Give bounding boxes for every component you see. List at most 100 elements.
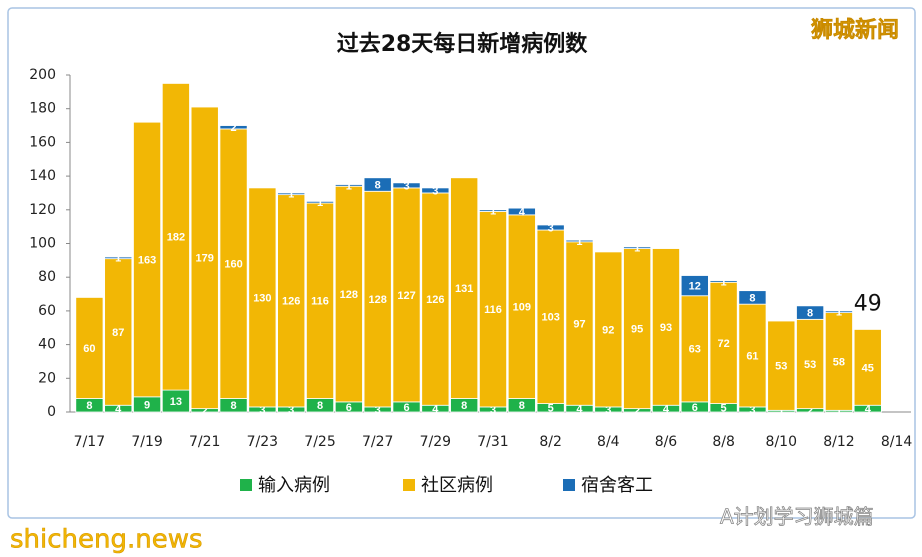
- value-label: 8: [519, 400, 525, 412]
- value-label: 92: [602, 324, 614, 336]
- bar-segment: [104, 256, 133, 260]
- bar-segment: [277, 194, 306, 408]
- x-tick-label: 7/31: [477, 434, 508, 450]
- value-label: 8: [317, 400, 323, 412]
- value-label: 160: [224, 259, 242, 271]
- bar-segment: [623, 246, 652, 249]
- x-tick-label: 7/29: [420, 434, 451, 450]
- value-label: 8: [375, 179, 381, 191]
- value-label: 8: [461, 400, 467, 412]
- bar-segment: [478, 209, 508, 212]
- value-label: 2: [230, 122, 236, 134]
- value-label: 53: [804, 359, 816, 371]
- value-label: 6: [692, 402, 698, 414]
- value-label: 1: [634, 243, 640, 255]
- x-tick-label: 7/25: [304, 434, 335, 450]
- bar-segment: [709, 281, 738, 404]
- value-label: 53: [775, 361, 787, 373]
- value-label: 126: [282, 296, 300, 308]
- bar-segment: [507, 207, 536, 216]
- value-label: 127: [397, 290, 415, 302]
- value-label: 95: [631, 323, 643, 335]
- value-label: 9: [144, 399, 150, 411]
- bar-segment: [334, 184, 363, 187]
- value-label: 3: [403, 180, 409, 192]
- x-tick-label: 7/19: [131, 434, 162, 450]
- legend-swatch: [240, 479, 252, 491]
- value-label: 1: [346, 180, 352, 192]
- bar-segment: [421, 192, 450, 406]
- bar-segment: [796, 318, 825, 410]
- bar-segment: [507, 214, 536, 399]
- value-label: 3: [288, 404, 294, 416]
- value-label: 45: [862, 362, 874, 374]
- value-label: 12: [689, 281, 701, 293]
- value-label: 6: [403, 402, 409, 414]
- value-label: 4: [663, 404, 670, 416]
- x-tick-label: 7/17: [74, 434, 105, 450]
- bar-segment: [306, 200, 335, 204]
- x-tick-label: 8/8: [712, 434, 735, 450]
- bar-segment: [594, 251, 623, 408]
- value-label: 1: [490, 206, 496, 218]
- value-label: 97: [573, 318, 585, 330]
- value-label: 1: [836, 406, 842, 418]
- bar-segment: [738, 303, 767, 408]
- value-label: 4: [432, 404, 439, 416]
- value-label: 8: [230, 400, 236, 412]
- value-label: 4: [115, 404, 122, 416]
- value-label: 131: [455, 283, 473, 295]
- bar-segment: [306, 202, 335, 399]
- value-label: 1: [836, 307, 842, 319]
- x-tick-label: 8/12: [823, 434, 854, 450]
- y-tick-label: 80: [38, 269, 56, 285]
- legend-label: 宿舍客工: [581, 475, 653, 496]
- y-tick-label: 200: [29, 67, 56, 83]
- bar-segment: [738, 290, 767, 305]
- legend-swatch: [403, 479, 415, 491]
- value-label: 1: [288, 189, 294, 201]
- value-label: 179: [196, 253, 214, 265]
- value-label: 8: [86, 400, 92, 412]
- bar-segment: [363, 190, 392, 408]
- value-label: 61: [746, 350, 758, 362]
- x-tick-label: 8/2: [539, 434, 562, 450]
- bar-segment: [796, 305, 825, 320]
- value-label: 6: [346, 402, 352, 414]
- value-label: 3: [548, 222, 554, 234]
- y-tick-label: 0: [47, 404, 56, 420]
- legend-label: 输入病例: [258, 475, 330, 496]
- y-tick-label: 160: [29, 134, 56, 150]
- value-label: 58: [833, 356, 845, 368]
- bar-segment: [623, 248, 652, 410]
- x-tick-label: 8/14: [881, 434, 913, 450]
- value-label: 1: [778, 406, 784, 418]
- y-tick-label: 60: [38, 303, 56, 319]
- y-tick-label: 40: [38, 337, 56, 353]
- bar-segment: [75, 297, 104, 399]
- bar-segment: [853, 329, 882, 406]
- y-tick-label: 180: [29, 101, 56, 117]
- legend-label: 社区病例: [421, 475, 493, 496]
- value-label: 3: [490, 404, 496, 416]
- value-label: 3: [749, 404, 755, 416]
- value-label: 63: [689, 344, 701, 356]
- bar-segment: [478, 211, 508, 408]
- value-label: 2: [634, 405, 640, 417]
- chart-title: 过去28天每日新增病例数: [337, 31, 589, 57]
- bar-segment: [277, 192, 306, 196]
- watermark: shicheng.news: [10, 525, 203, 555]
- value-label: 126: [426, 294, 444, 306]
- bar-segment: [565, 241, 594, 406]
- annotation: 49: [854, 291, 882, 316]
- bar-segment: [680, 275, 709, 297]
- x-tick-label: 8/6: [655, 434, 678, 450]
- bar-segment: [190, 106, 219, 410]
- watermark: 狮城新闻: [811, 17, 899, 43]
- value-label: 8: [749, 292, 755, 304]
- value-label: 13: [170, 396, 182, 408]
- bar-segment: [709, 280, 738, 283]
- bar-segment: [824, 310, 853, 313]
- bar-segment: [248, 187, 277, 408]
